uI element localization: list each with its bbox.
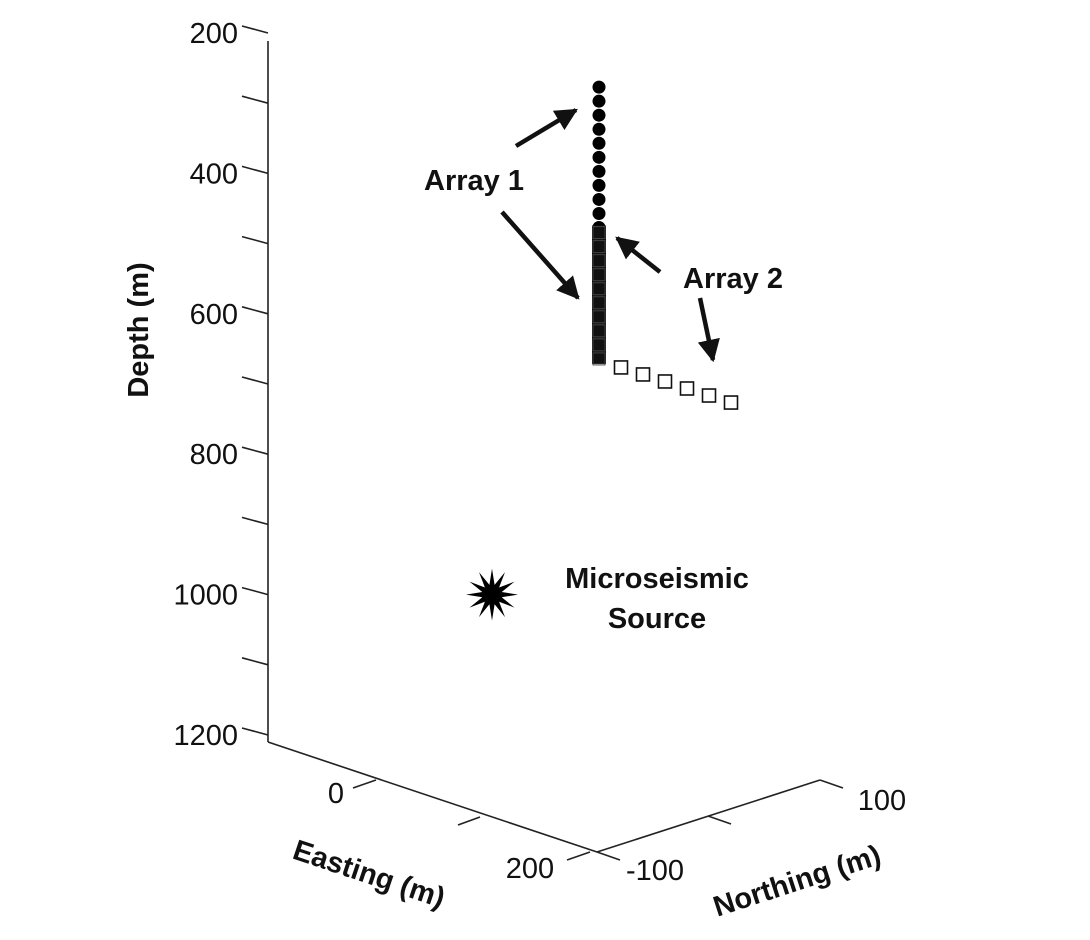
depth-tick: [241, 727, 269, 736]
depth-tick: [241, 25, 269, 34]
easting-axis-line: [267, 741, 598, 853]
source-star: [466, 568, 518, 621]
depth-axis-label: Depth (m): [123, 262, 155, 397]
array2-receiver: [592, 254, 606, 268]
array1-receiver: [592, 122, 606, 136]
array1-receiver: [592, 108, 606, 122]
easting-tick-200: [566, 851, 591, 861]
depth-tick: [241, 657, 269, 666]
depth-tick: [241, 516, 269, 526]
easting-axis-label: Easting (m): [289, 834, 449, 914]
array2-receiver: [592, 226, 606, 240]
source-label-line2: Source: [608, 603, 706, 635]
depth-tick: [241, 95, 269, 104]
array2-receiver: [592, 240, 606, 254]
depth-tick-label: 1200: [173, 720, 238, 752]
depth-tick: [241, 586, 269, 596]
array2-receiver: [701, 388, 717, 403]
annotations: Array 1 Array 2 Microseismic Source: [424, 108, 783, 635]
array1-receiver: [592, 206, 606, 220]
array2-label: Array 2: [683, 263, 783, 295]
array2-receiver: [613, 360, 629, 375]
array2-receiver: [635, 367, 651, 382]
northing-axis-label: Northing (m): [710, 839, 885, 923]
depth-tick-label: 1000: [173, 580, 238, 612]
array1-label: Array 1: [424, 165, 524, 197]
array2-arrow-upper: [615, 236, 662, 274]
easting-tick-100: [457, 816, 481, 826]
depth-tick-label: 400: [190, 158, 238, 190]
northing-axis: -100 100 Northing (m): [596, 779, 906, 924]
array2-receiver: [592, 352, 606, 366]
easting-axis: 0 200 Easting (m): [267, 741, 598, 915]
northing-tick-label-100: 100: [858, 785, 906, 817]
easting-tick-label-200: 200: [506, 853, 554, 885]
depth-tick: [241, 306, 269, 315]
depth-tick-label: 800: [190, 439, 238, 471]
array2-receiver: [592, 282, 606, 296]
array1-receiver: [592, 80, 606, 94]
array1-receivers: [592, 80, 606, 235]
depth-ticks: 200 400 600 800 1000 1200: [173, 18, 269, 752]
depth-tick-label: 200: [190, 18, 238, 50]
array2-receiver: [592, 296, 606, 310]
array1-receiver: [592, 192, 606, 206]
depth-tick: [241, 376, 269, 385]
northing-tick-0: [707, 815, 732, 825]
array1-arrow-upper: [514, 108, 578, 148]
depth-axis: 200 400 600 800 1000 1200 Depth (m): [123, 18, 269, 752]
array1-receiver: [592, 136, 606, 150]
array1-receiver: [592, 178, 606, 192]
northing-tick-neg100: [596, 851, 621, 861]
depth-tick-label: 600: [190, 299, 238, 331]
array2-receivers: [592, 225, 739, 410]
array2-receiver: [723, 395, 739, 410]
array2-receiver: [679, 381, 695, 396]
array1-arrow-lower: [500, 210, 580, 300]
microseismic-source: [466, 568, 518, 621]
array1-receiver: [592, 94, 606, 108]
array2-receiver: [592, 310, 606, 324]
source-label-line1: Microseismic: [565, 563, 749, 595]
easting-tick-label-0: 0: [328, 778, 344, 810]
northing-tick-label-neg100: -100: [626, 855, 684, 887]
array2-receiver: [657, 374, 673, 389]
array2-arrow-lower: [697, 297, 720, 363]
array2-receiver: [592, 324, 606, 338]
array1-receiver: [592, 164, 606, 178]
depth-tick: [241, 235, 269, 245]
depth-tick: [241, 165, 269, 175]
array2-receiver: [592, 338, 606, 352]
array2-receiver: [592, 268, 606, 282]
northing-tick-100: [819, 779, 844, 789]
easting-tick-0: [352, 779, 377, 789]
array1-receiver: [592, 150, 606, 164]
depth-tick: [241, 446, 269, 455]
